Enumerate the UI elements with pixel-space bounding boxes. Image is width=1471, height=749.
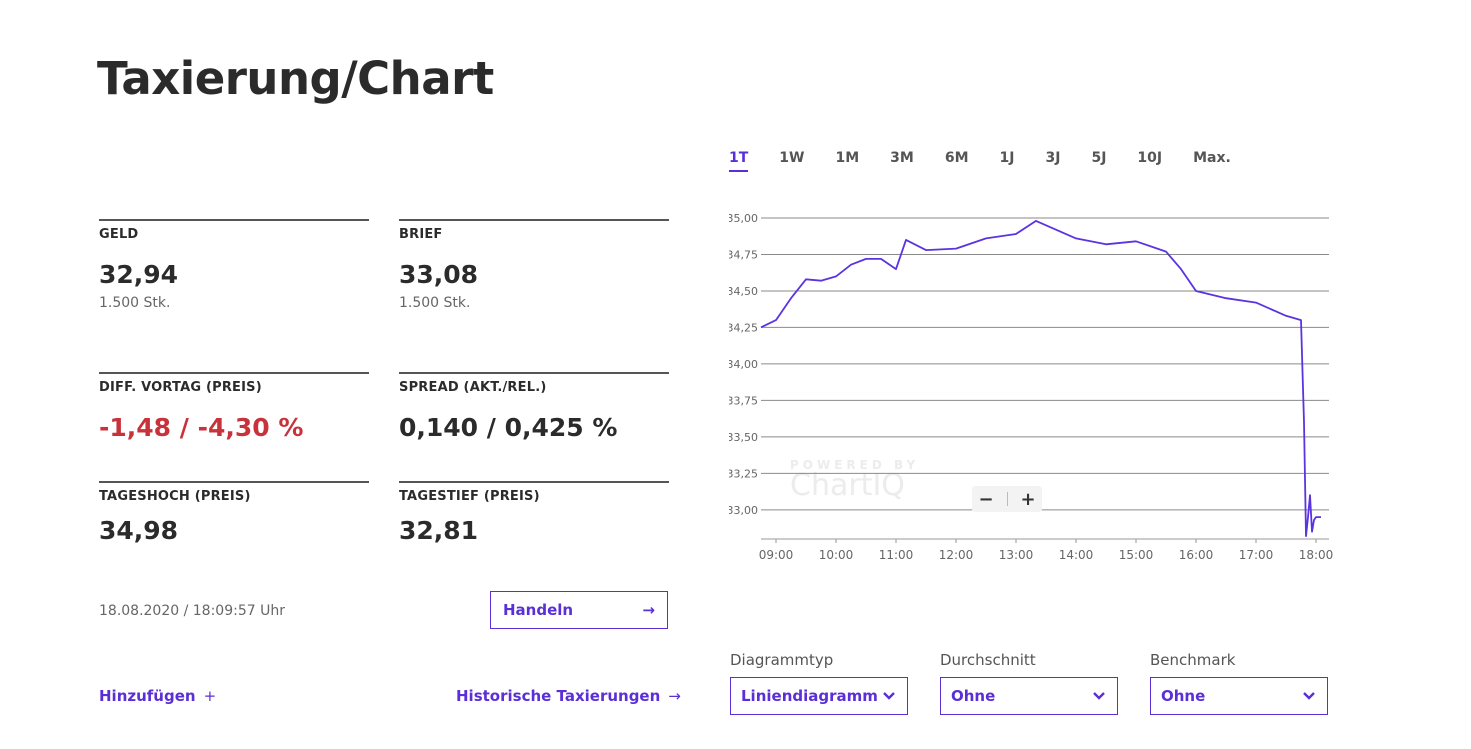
stat-value: 0,140 / 0,425 % — [399, 413, 618, 442]
stat-value: 34,98 — [99, 516, 179, 545]
x-tick-label: 11:00 — [879, 548, 914, 562]
timestamp: 18.08.2020 / 18:09:57 Uhr — [99, 603, 285, 619]
stat-tagestief: TAGESTIEF (PREIS) 32,81 — [399, 481, 669, 545]
benchmark-label: Benchmark — [1150, 651, 1236, 669]
tab-10j[interactable]: 10J — [1137, 150, 1163, 166]
tab-1w[interactable]: 1W — [779, 150, 805, 166]
add-label: Hinzufügen — [99, 687, 196, 705]
chevron-down-icon — [883, 692, 895, 700]
durchschnitt-select[interactable]: Ohne — [940, 677, 1118, 715]
x-tick-label: 15:00 — [1119, 548, 1154, 562]
y-tick-label: 34,50 — [729, 285, 758, 298]
y-tick-label: 34,75 — [729, 248, 758, 261]
add-link[interactable]: Hinzufügen + — [99, 687, 216, 705]
page-title: Taxierung/Chart — [97, 52, 494, 105]
stat-sub: 1.500 Stk. — [399, 295, 471, 311]
price-series-line — [760, 219, 1321, 538]
x-tick-label: 17:00 — [1239, 548, 1274, 562]
diagrammtyp-label: Diagrammtyp — [730, 651, 834, 669]
stat-value: -1,48 / -4,30 % — [99, 413, 304, 442]
x-tick-label: 10:00 — [819, 548, 854, 562]
zoom-separator — [1006, 492, 1008, 506]
zoom-out-button[interactable]: − — [978, 488, 994, 510]
stat-value: 32,81 — [399, 516, 479, 545]
tab-5j[interactable]: 5J — [1091, 150, 1107, 166]
plus-icon: + — [203, 687, 217, 705]
timeframe-tabs: 1T 1W 1M 3M 6M 1J 3J 5J 10J Max. — [729, 150, 1262, 172]
stat-spread: SPREAD (AKT./REL.) 0,140 / 0,425 % — [399, 372, 669, 442]
stat-label: BRIEF — [399, 227, 443, 242]
stat-label: DIFF. VORTAG (PREIS) — [99, 380, 262, 395]
tab-1t[interactable]: 1T — [729, 150, 749, 172]
y-tick-label: 33,25 — [729, 467, 758, 480]
y-tick-label: 33,50 — [729, 431, 758, 444]
chevron-down-icon — [1303, 692, 1315, 700]
stat-value: 33,08 — [399, 260, 479, 289]
stat-diff-vortag: DIFF. VORTAG (PREIS) -1,48 / -4,30 % — [99, 372, 369, 442]
diagrammtyp-select[interactable]: Liniendiagramm — [730, 677, 908, 715]
handeln-label: Handeln — [503, 601, 574, 619]
y-tick-label: 33,75 — [729, 394, 758, 407]
benchmark-select[interactable]: Ohne — [1150, 677, 1328, 715]
stat-label: TAGESHOCH (PREIS) — [99, 489, 251, 504]
x-tick-label: 09:00 — [759, 548, 794, 562]
zoom-in-button[interactable]: + — [1020, 488, 1036, 510]
stat-geld: GELD 32,94 1.500 Stk. — [99, 219, 369, 311]
handeln-button[interactable]: Handeln → — [490, 591, 668, 629]
stat-sub: 1.500 Stk. — [99, 295, 171, 311]
chevron-down-icon — [1093, 692, 1105, 700]
y-tick-label: 33,00 — [729, 504, 758, 517]
tab-max[interactable]: Max. — [1193, 150, 1231, 166]
stat-tageshoch: TAGESHOCH (PREIS) 34,98 — [99, 481, 369, 545]
tab-6m[interactable]: 6M — [944, 150, 969, 166]
x-tick-label: 14:00 — [1059, 548, 1094, 562]
arrow-right-icon: → — [642, 601, 655, 619]
stat-value: 32,94 — [99, 260, 179, 289]
y-tick-label: 34,00 — [729, 358, 758, 371]
stat-label: TAGESTIEF (PREIS) — [399, 489, 540, 504]
stat-brief: BRIEF 33,08 1.500 Stk. — [399, 219, 669, 311]
y-tick-label: 35,00 — [729, 212, 758, 225]
stat-label: SPREAD (AKT./REL.) — [399, 380, 547, 395]
stat-label: GELD — [99, 227, 139, 242]
tab-1m[interactable]: 1M — [835, 150, 860, 166]
history-label: Historische Taxierungen — [456, 687, 661, 705]
x-tick-label: 12:00 — [939, 548, 974, 562]
durchschnitt-label: Durchschnitt — [940, 651, 1036, 669]
price-chart[interactable]: 35,00 34,75 34,50 34,25 34,00 33,75 33,50 33,25… — [729, 205, 1339, 575]
tab-3m[interactable]: 3M — [890, 150, 914, 166]
y-tick-label: 34,25 — [729, 321, 758, 334]
arrow-right-icon: → — [668, 687, 681, 705]
tab-1j[interactable]: 1J — [999, 150, 1015, 166]
historische-taxierungen-link[interactable]: Historische Taxierungen → — [456, 687, 681, 705]
x-tick-label: 13:00 — [999, 548, 1034, 562]
x-tick-label: 18:00 — [1299, 548, 1334, 562]
x-tick-label: 16:00 — [1179, 548, 1214, 562]
tab-3j[interactable]: 3J — [1045, 150, 1061, 166]
zoom-control: − + — [972, 486, 1042, 512]
